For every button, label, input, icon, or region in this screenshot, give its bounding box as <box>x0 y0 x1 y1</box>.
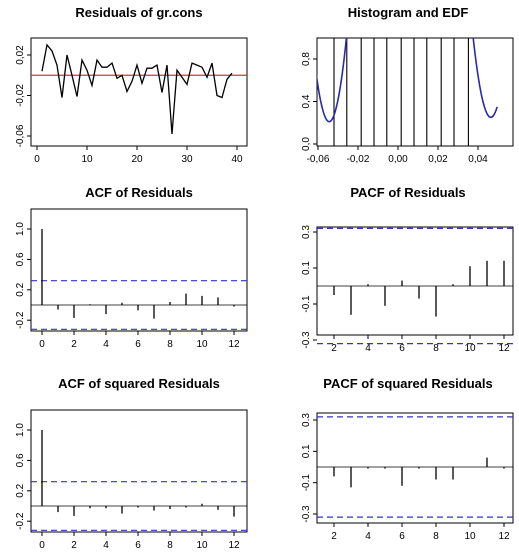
y-tick-label: 0.3 <box>301 225 312 239</box>
x-tick-label: 8 <box>433 343 439 354</box>
y-tick-label: 0.2 <box>15 282 26 296</box>
chart-title: ACF of squared Residuals <box>58 376 220 391</box>
x-tick-label: 10 <box>464 343 476 354</box>
x-tick-label: 2 <box>71 339 77 350</box>
x-tick-label: 20 <box>131 154 143 165</box>
panel-acf-squared-residuals: ACF of squared Residuals 0 2 4 6 8 10 12 -0.2 0.2… <box>15 376 248 551</box>
x-tick-label: 0 <box>34 154 40 165</box>
plot-frame <box>316 226 514 336</box>
x-tick-label: 10 <box>81 154 93 165</box>
y-tick-label: 0,02 <box>15 45 26 65</box>
y-tick-label: -0.1 <box>301 474 312 492</box>
y-tick-label: -0.2 <box>15 512 26 530</box>
x-tick-label: 10 <box>464 531 476 542</box>
plot-frame <box>30 37 248 147</box>
residual-series-line <box>41 43 233 135</box>
y-tick-label: 0.1 <box>301 444 312 458</box>
y-tick-label: -0,02 <box>15 84 26 107</box>
y-tick-label: 1.0 <box>15 423 26 437</box>
x-tick-label: 0,02 <box>428 154 448 165</box>
chart-title: ACF of Residuals <box>85 185 193 200</box>
x-tick-label: 8 <box>167 540 173 551</box>
x-tick-label: 10 <box>196 339 208 350</box>
x-tick-label: 2 <box>331 343 337 354</box>
x-tick-label: 12 <box>498 531 510 542</box>
y-tick-label: 0.3 <box>301 413 312 427</box>
edf-curve-right <box>472 38 498 119</box>
y-tick-label: 0.1 <box>301 261 312 275</box>
x-tick-label: 4 <box>103 540 109 551</box>
edf-curve-left <box>317 38 348 123</box>
panel-histogram-edf: Histogram and EDF -0,06 -0,02 0,00 0,02 0,04 0… <box>301 5 514 165</box>
x-tick-label: 2 <box>331 531 337 542</box>
x-tick-label: 30 <box>181 154 193 165</box>
y-tick-label: -0.1 <box>301 295 312 313</box>
y-tick-label: 0.2 <box>15 483 26 497</box>
y-tick-label: 0,0 <box>301 137 312 151</box>
panel-acf-residuals: ACF of Residuals 0 2 4 6 8 10 12 -0.2 0.2 0.6 1.0 <box>15 185 248 350</box>
x-tick-label: -0,02 <box>347 154 370 165</box>
x-tick-label: 2 <box>71 540 77 551</box>
x-tick-label: 10 <box>196 540 208 551</box>
x-tick-label: 4 <box>103 339 109 350</box>
y-tick-label: 0,4 <box>301 94 312 108</box>
y-tick-label: -0,06 <box>15 124 26 147</box>
plot-frame <box>30 409 248 533</box>
panel-residuals: Residuals of gr.cons 0 10 20 30 40 -0,06 -0,02 0… <box>15 5 248 165</box>
x-tick-label: 12 <box>498 343 510 354</box>
histogram-bars <box>317 38 498 146</box>
y-tick-label: -0.3 <box>301 505 312 523</box>
x-tick-label: -0,06 <box>307 154 330 165</box>
y-tick-label: -0.2 <box>15 311 26 329</box>
x-tick-label: 12 <box>228 339 240 350</box>
x-tick-label: 6 <box>399 343 405 354</box>
plot-frame <box>316 37 514 147</box>
y-tick-label: 0.6 <box>15 252 26 266</box>
x-tick-label: 0,04 <box>468 154 488 165</box>
x-tick-label: 0 <box>39 339 45 350</box>
plot-frame <box>316 412 514 524</box>
chart-title: PACF of squared Residuals <box>323 376 493 391</box>
y-tick-label: 0.6 <box>15 453 26 467</box>
x-tick-label: 4 <box>365 343 371 354</box>
x-tick-label: 8 <box>167 339 173 350</box>
y-tick-label: 1.0 <box>15 222 26 236</box>
x-tick-label: 6 <box>399 531 405 542</box>
chart-title: Histogram and EDF <box>348 5 469 20</box>
chart-title: PACF of Residuals <box>350 185 465 200</box>
x-tick-label: 8 <box>433 531 439 542</box>
x-tick-label: 0,00 <box>388 154 408 165</box>
x-tick-label: 6 <box>135 339 141 350</box>
y-tick-label: -0.3 <box>301 331 312 349</box>
x-tick-label: 40 <box>231 154 243 165</box>
panel-pacf-residuals: PACF of Residuals 2 4 6 8 10 12 -0.3 -0.1 0.1 0.3 <box>301 185 514 354</box>
x-tick-label: 6 <box>135 540 141 551</box>
x-tick-label: 12 <box>228 540 240 551</box>
chart-title: Residuals of gr.cons <box>75 5 202 20</box>
x-tick-label: 0 <box>39 540 45 551</box>
plot-frame <box>30 208 248 332</box>
y-tick-label: 0,8 <box>301 52 312 66</box>
panel-pacf-squared-residuals: PACF of squared Residuals 2 4 6 8 10 12 -0.3 -0.… <box>301 376 514 542</box>
x-tick-label: 4 <box>365 531 371 542</box>
